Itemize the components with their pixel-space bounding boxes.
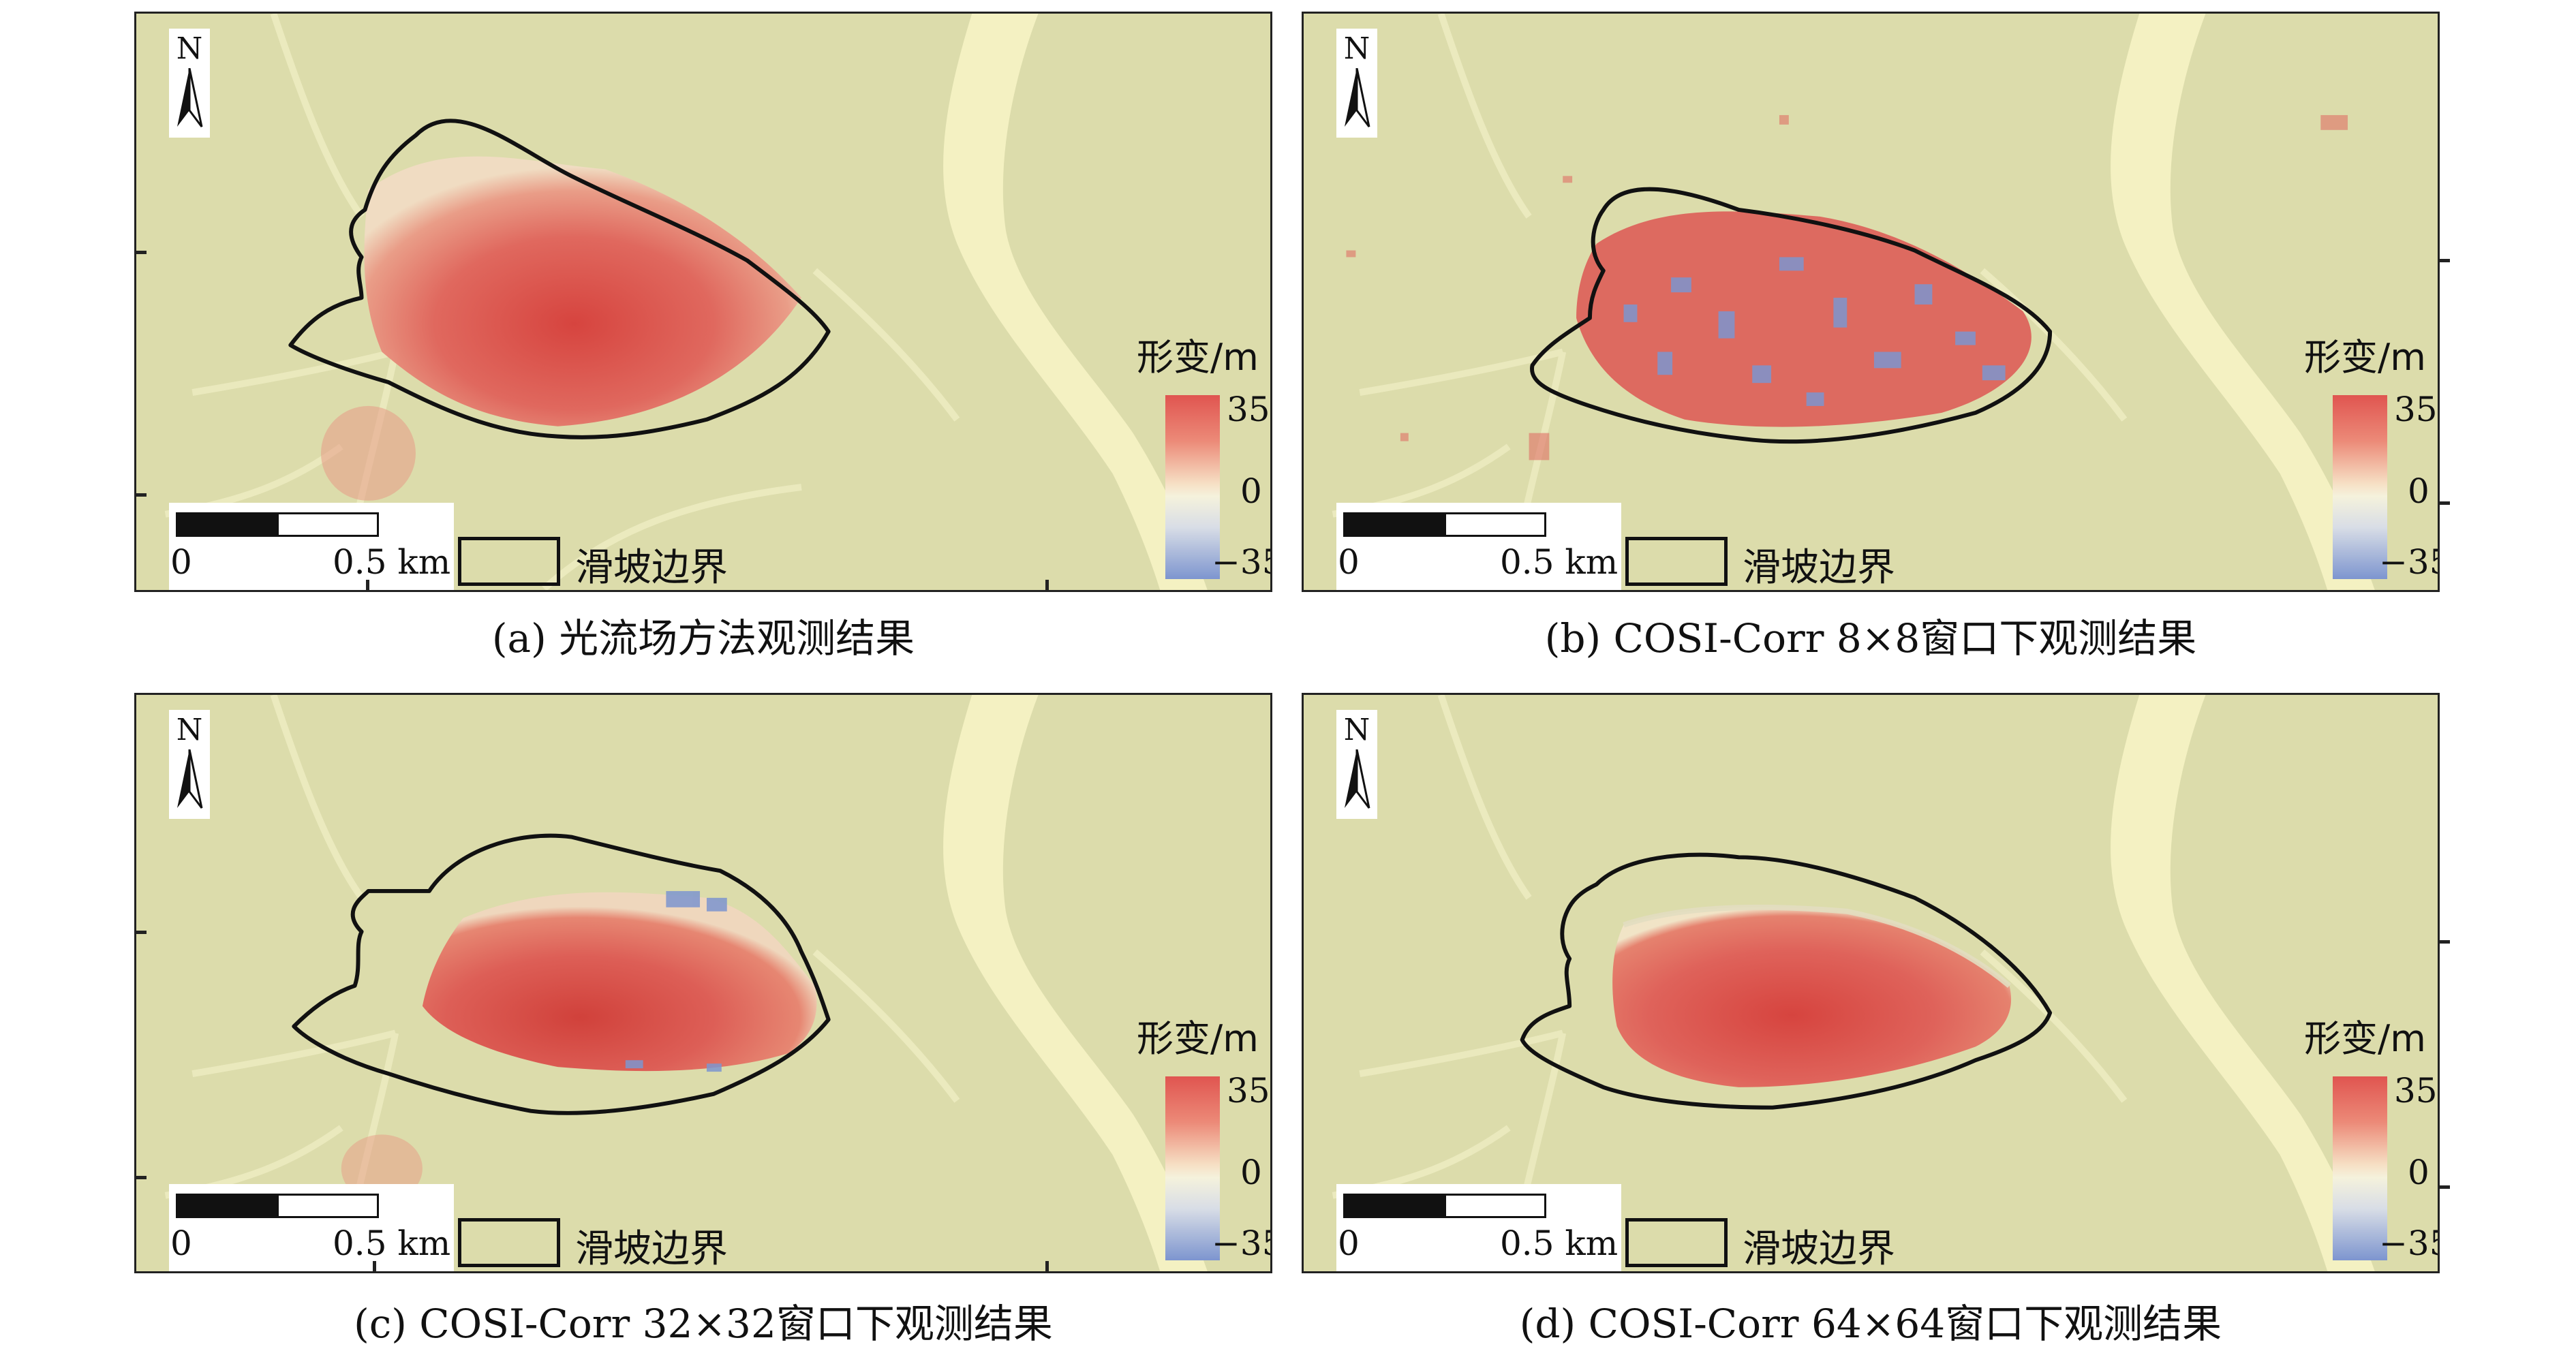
basemap-d [1332, 695, 2375, 1271]
colorbar: 形变/m 35 0 −35 [2304, 1008, 2438, 1267]
panel-caption-d: (d) COSI-Corr 64×64窗口下观测结果 [1519, 1301, 2222, 1347]
colorbar-ramp [1165, 395, 1220, 579]
colorbar-mid-label: 0 [2408, 1153, 2429, 1192]
basemap-b [1332, 14, 2375, 590]
north-arrow-label: N [176, 713, 203, 747]
colorbar-title: 形变/m [1137, 336, 1259, 379]
frame-tick [373, 1261, 376, 1273]
colorbar-mid-label: 0 [2408, 471, 2429, 511]
boundary-legend: 滑坡边界 [458, 1215, 778, 1271]
north-arrow-label: N [1343, 713, 1370, 747]
scale-bar: 0 0.5 km [169, 503, 454, 590]
north-arrow: N [1336, 710, 1377, 819]
colorbar: 形变/m 35 0 −35 [1137, 327, 1270, 586]
frame-tick [1045, 580, 1049, 592]
north-arrow-icon [1345, 68, 1370, 127]
scale-bar: 0 0.5 km [1336, 503, 1621, 590]
landslide-boundary [288, 119, 831, 439]
frame-tick [134, 493, 147, 497]
north-arrow-label: N [1343, 31, 1370, 66]
boundary-legend-label: 滑坡边界 [575, 546, 728, 590]
frame-tick [366, 580, 369, 592]
north-arrow-icon [177, 749, 203, 809]
boundary-legend: 滑坡边界 [1625, 1215, 1946, 1271]
panel-caption-a: (a) 光流场方法观测结果 [491, 615, 915, 662]
frame-tick [134, 251, 147, 254]
boundary-legend-swatch [1625, 1218, 1728, 1267]
boundary-legend: 滑坡边界 [1625, 534, 1946, 590]
frame-tick [2438, 259, 2450, 262]
colorbar-max-label: 35 [1227, 390, 1270, 429]
colorbar-ramp [2333, 395, 2387, 579]
scale-bar: 0 0.5 km [1336, 1184, 1621, 1271]
scale-bar-black-segment [1343, 1194, 1445, 1218]
landslide-boundary [1530, 187, 2053, 444]
colorbar: 形变/m 35 0 −35 [1137, 1008, 1270, 1267]
colorbar-title: 形变/m [2304, 336, 2426, 379]
scale-bar-start-label: 0 [1338, 542, 1360, 582]
colorbar-max-label: 35 [1227, 1071, 1270, 1110]
colorbar-min-label: −35 [2379, 542, 2438, 582]
boundary-legend-swatch [1625, 537, 1728, 586]
frame-tick [2438, 940, 2450, 944]
colorbar-ramp [1165, 1076, 1220, 1260]
scale-bar-black-segment [176, 512, 278, 537]
colorbar-min-label: −35 [1212, 542, 1270, 582]
scale-bar-black-segment [176, 1194, 278, 1218]
colorbar-min-label: −35 [1212, 1224, 1270, 1263]
north-arrow: N [169, 710, 210, 819]
scale-bar-end-label: 0.5 km [333, 542, 451, 582]
scale-bar-end-label: 0.5 km [1500, 1224, 1619, 1263]
north-arrow-icon [177, 68, 203, 127]
scale-bar-white-segment [277, 1194, 379, 1218]
map-panel-d: N 0 0.5 km 滑坡边界 形变/m 35 0 −35 [1302, 693, 2440, 1273]
scale-bar-start-label: 0 [170, 1224, 192, 1263]
north-arrow-icon [1345, 749, 1370, 809]
colorbar: 形变/m 35 0 −35 [2304, 327, 2438, 586]
scale-bar-start-label: 0 [170, 542, 192, 582]
frame-tick [134, 1176, 147, 1179]
colorbar-min-label: −35 [2379, 1224, 2438, 1263]
boundary-legend-label: 滑坡边界 [575, 1227, 728, 1271]
landslide-boundary [1520, 852, 2053, 1110]
boundary-legend-swatch [458, 537, 560, 586]
scale-bar-black-segment [1343, 512, 1445, 537]
frame-tick [134, 931, 147, 934]
scale-bar-white-segment [277, 512, 379, 537]
colorbar-max-label: 35 [2394, 390, 2438, 429]
colorbar-title: 形变/m [1137, 1017, 1259, 1060]
colorbar-mid-label: 0 [1240, 1153, 1262, 1192]
scale-bar-white-segment [1444, 1194, 1546, 1218]
north-arrow: N [1336, 29, 1377, 138]
panel-caption-b: (b) COSI-Corr 8×8窗口下观测结果 [1544, 615, 2197, 662]
map-panel-b: N 0 0.5 km 滑坡边界 形变/m 35 0 −35 [1302, 12, 2440, 592]
north-arrow-label: N [176, 31, 203, 66]
boundary-legend-label: 滑坡边界 [1743, 1227, 1895, 1271]
colorbar-mid-label: 0 [1240, 471, 1262, 511]
scale-bar-end-label: 0.5 km [1500, 542, 1619, 582]
map-panel-a: N 0 0.5 km 滑坡边界 形变/m 35 0 −35 [134, 12, 1272, 592]
scale-bar: 0 0.5 km [169, 1184, 454, 1271]
boundary-legend-swatch [458, 1218, 560, 1267]
boundary-legend-label: 滑坡边界 [1743, 546, 1895, 590]
colorbar-title: 形变/m [2304, 1017, 2426, 1060]
frame-tick [2438, 501, 2450, 505]
scale-bar-end-label: 0.5 km [333, 1224, 451, 1263]
frame-tick [1045, 1261, 1049, 1273]
scale-bar-white-segment [1444, 512, 1546, 537]
frame-tick [2438, 1185, 2450, 1189]
panel-caption-c: (c) COSI-Corr 32×32窗口下观测结果 [354, 1301, 1053, 1347]
scale-bar-start-label: 0 [1338, 1224, 1360, 1263]
boundary-legend: 滑坡边界 [458, 534, 778, 590]
colorbar-ramp [2333, 1076, 2387, 1260]
landslide-boundary [292, 833, 831, 1115]
map-panel-c: N 0 0.5 km 滑坡边界 形变/m 35 0 −35 [134, 693, 1272, 1273]
north-arrow: N [169, 29, 210, 138]
colorbar-max-label: 35 [2394, 1071, 2438, 1110]
